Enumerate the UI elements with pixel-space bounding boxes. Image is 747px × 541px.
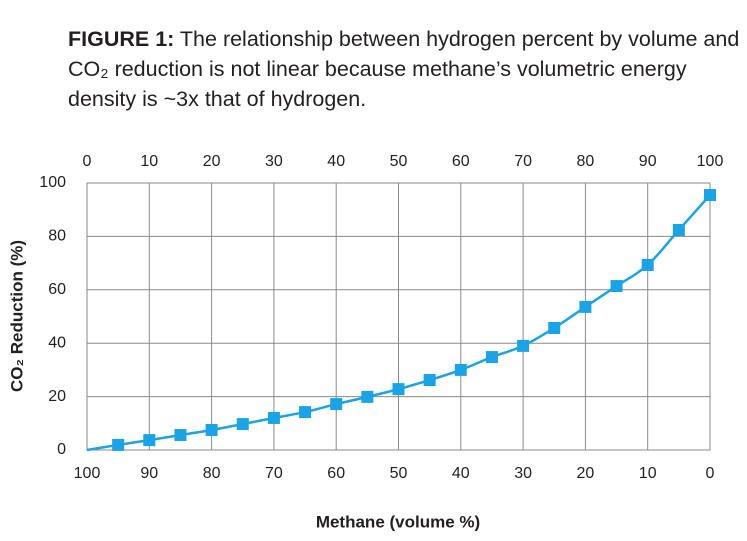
x-tick-label: 100 <box>697 153 724 170</box>
y-tick-label: 80 <box>48 228 66 245</box>
x2-tick-label: 60 <box>327 465 345 482</box>
x-tick-label: 40 <box>327 153 345 170</box>
chart-title: FIGURE 1: The relationship between hydro… <box>68 24 744 114</box>
data-marker <box>236 418 249 431</box>
x2-axis-label: Methane (volume %) <box>316 512 480 531</box>
x-tick-label: 30 <box>265 153 283 170</box>
x-tick-label: 60 <box>452 153 470 170</box>
y-tick-label: 60 <box>48 281 66 298</box>
y-tick-label: 0 <box>57 441 66 458</box>
x2-tick-label: 30 <box>514 465 532 482</box>
data-marker <box>672 223 685 236</box>
x-tick-label: 20 <box>203 153 221 170</box>
data-marker <box>143 434 156 447</box>
data-marker <box>485 351 498 364</box>
data-marker <box>205 423 218 436</box>
data-marker <box>454 363 467 376</box>
x2-tick-label: 50 <box>390 465 408 482</box>
title-label: FIGURE 1: <box>68 27 175 51</box>
data-marker <box>392 383 405 396</box>
data-marker <box>330 398 343 411</box>
x2-tick-label: 90 <box>140 465 158 482</box>
x2-tick-label: 80 <box>203 465 221 482</box>
x2-tick-label: 20 <box>577 465 595 482</box>
x2-tick-label: 100 <box>74 465 101 482</box>
x2-tick-label: 40 <box>452 465 470 482</box>
y-tick-label: 20 <box>48 388 66 405</box>
x-tick-label: 10 <box>140 153 158 170</box>
title-text: The relationship between hydrogen percen… <box>68 27 740 111</box>
data-marker <box>361 390 374 403</box>
data-marker <box>423 374 436 387</box>
x-tick-label: 50 <box>390 153 408 170</box>
y-tick-label: 40 <box>48 334 66 351</box>
data-marker <box>517 339 530 352</box>
x-tick-label: 70 <box>514 153 532 170</box>
x2-tick-label: 70 <box>265 465 283 482</box>
y-tick-label: 100 <box>39 174 66 191</box>
x2-tick-label: 0 <box>706 465 715 482</box>
y-axis-label: CO₂ Reduction (%) <box>7 240 26 392</box>
x-tick-label: 80 <box>577 153 595 170</box>
data-marker <box>579 300 592 313</box>
data-marker <box>174 429 187 442</box>
data-marker <box>548 321 561 334</box>
data-marker <box>641 258 654 271</box>
data-marker <box>610 280 623 293</box>
data-marker <box>704 189 716 202</box>
data-marker <box>267 411 280 424</box>
x-tick-label: 0 <box>83 153 92 170</box>
data-marker <box>112 438 125 451</box>
data-marker <box>299 406 312 419</box>
x2-tick-label: 10 <box>639 465 657 482</box>
x-tick-label: 90 <box>639 153 657 170</box>
